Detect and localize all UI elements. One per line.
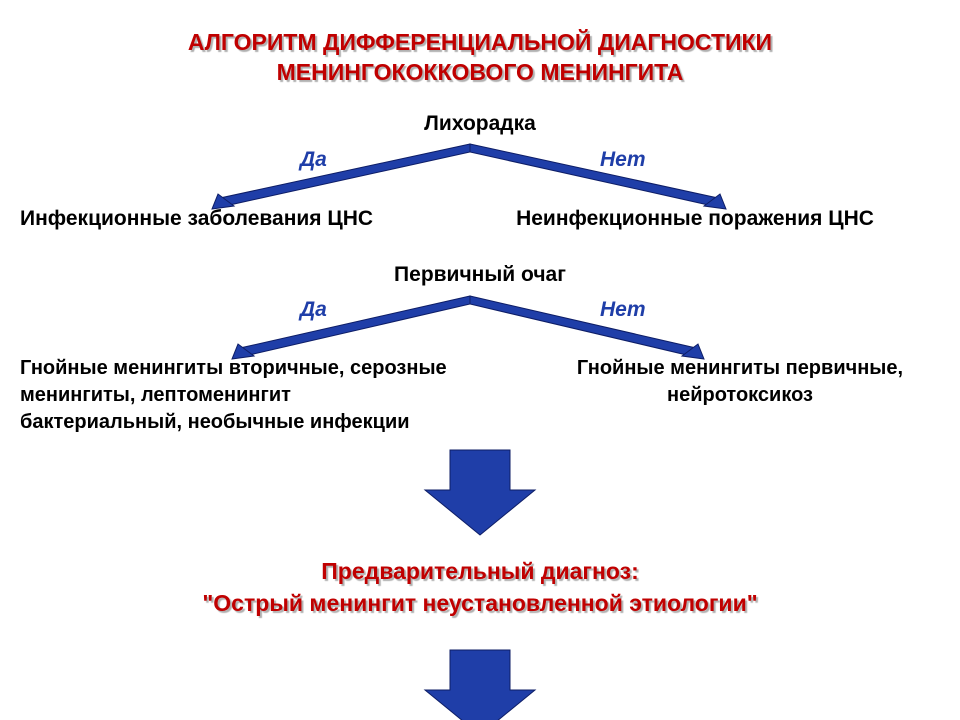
tree1-branches [212, 144, 726, 209]
slide-title: АЛГОРИТМ ДИФФЕРЕНЦИАЛЬНОЙ ДИАГНОСТИКИ МЕ… [0, 0, 960, 88]
result-infectious: Инфекционные заболевания ЦНС [20, 207, 440, 231]
question-fever: Лихорадка [0, 112, 960, 136]
title-line1: АЛГОРИТМ ДИФФЕРЕНЦИАЛЬНОЙ ДИАГНОСТИКИ [188, 29, 772, 55]
branch-no-1: Нет [600, 148, 646, 172]
big-arrow-2 [425, 650, 535, 720]
preliminary-diagnosis: Предварительный диагноз: "Острый менинги… [0, 555, 960, 619]
branch-yes-1: Да [300, 148, 327, 172]
title-line2: МЕНИНГОКОККОВОГО МЕНИНГИТА [277, 59, 684, 85]
diagnosis-line2: "Острый менингит неустановленной этиолог… [202, 590, 757, 616]
big-arrow-1 [425, 450, 535, 535]
branch-yes-2: Да [300, 298, 327, 322]
result-noninfectious: Неинфекционные поражения ЦНС [440, 207, 950, 231]
branch-no-2: Нет [600, 298, 646, 322]
question-primary-focus: Первичный очаг [0, 263, 960, 287]
result-secondary-meningitis: Гнойные менингиты вторичные, серозные ме… [20, 355, 450, 436]
result-primary-meningitis: Гнойные менингиты первичные, нейротоксик… [540, 355, 940, 409]
diagnosis-line1: Предварительный диагноз: [321, 558, 639, 584]
